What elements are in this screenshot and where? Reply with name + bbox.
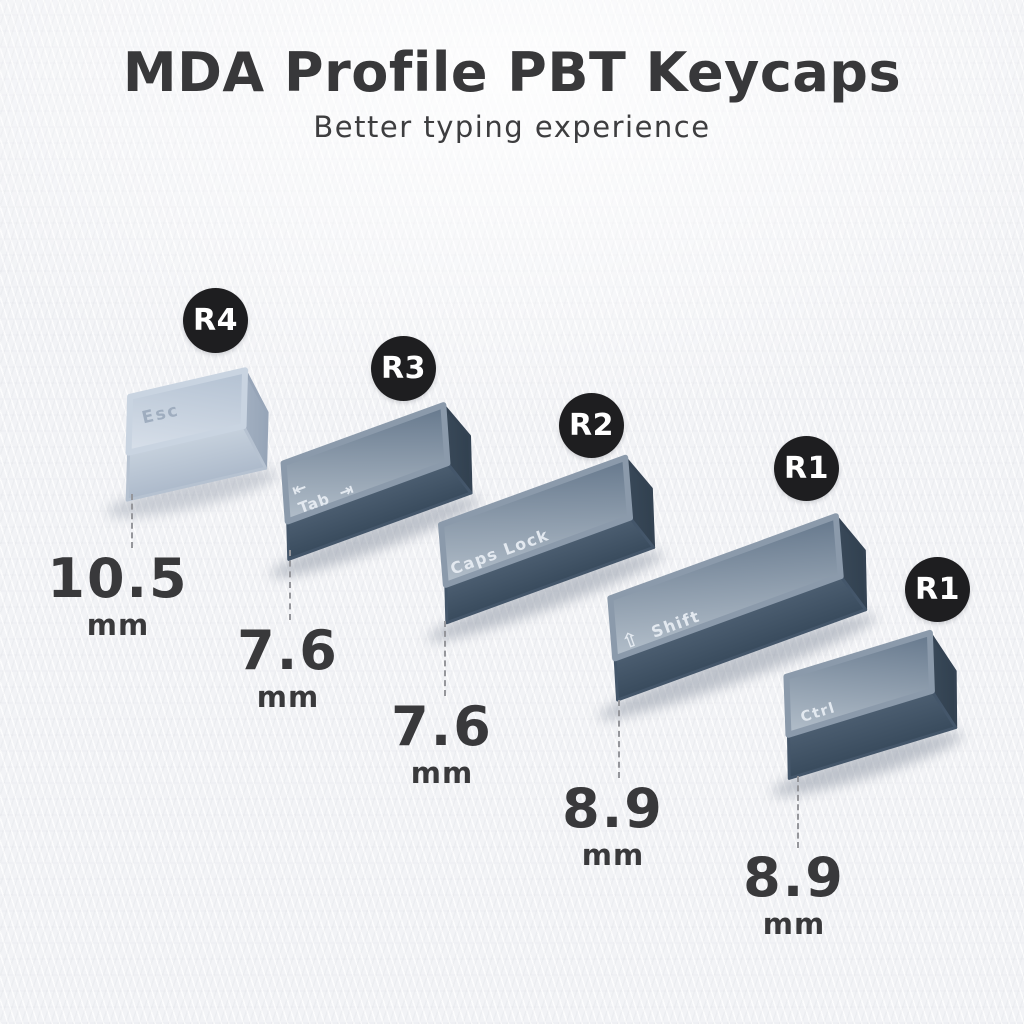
measurement-tab: 7.6 mm: [237, 624, 339, 712]
keycap-top-face: [438, 454, 634, 588]
profile-badge-r4: R4: [183, 288, 248, 353]
page-title: MDA Profile PBT Keycaps: [122, 41, 902, 104]
dimension-line-shift: [618, 700, 620, 778]
keycap-caps-lock: Caps Lock: [427, 454, 665, 642]
dimension-line-ctrl: [797, 776, 799, 848]
dimension-line-esc: [131, 494, 133, 548]
profile-badge-r2: R2: [559, 393, 624, 458]
keycap-tab: ⇤ Tab ⇥: [270, 402, 481, 578]
dimension-line-tab: [289, 550, 291, 620]
keycap-shadow: [427, 551, 665, 642]
profile-badge-r1-ctrl: R1: [905, 557, 970, 622]
measurement-unit: mm: [581, 838, 645, 872]
keycap-shadow: [771, 732, 964, 796]
keycap-top-face: [125, 367, 249, 456]
measurement-value: 7.6: [391, 695, 493, 758]
keycap-top-face: [280, 402, 451, 525]
measurement-unit: mm: [256, 680, 320, 714]
keycap-shadow: [270, 497, 481, 578]
measurement-shift: 8.9 mm: [562, 782, 664, 870]
measurement-value: 8.9: [743, 846, 845, 909]
measurement-value: 7.6: [237, 619, 339, 682]
measurement-esc: 10.5 mm: [47, 552, 188, 640]
measurement-caps-lock: 7.6 mm: [391, 700, 493, 788]
keycap-legend: ⇤ Tab ⇥: [289, 462, 357, 518]
dimension-line-caps-lock: [444, 621, 446, 696]
measurement-unit: mm: [86, 608, 150, 642]
measurement-unit: mm: [410, 756, 474, 790]
page-subtitle: Better typing experience: [313, 110, 711, 145]
measurement-value: 8.9: [562, 777, 664, 840]
keycap-top-face: [783, 629, 935, 738]
keycap-shift: ⇧ Shift: [598, 513, 877, 720]
measurement-value: 10.5: [47, 547, 189, 610]
keycap-top-face: [607, 513, 844, 662]
measurement-ctrl: 8.9 mm: [743, 851, 845, 939]
keycap-ctrl: Ctrl: [771, 629, 964, 796]
profile-badge-r1-shift: R1: [774, 436, 839, 501]
keycap-esc: Esc: [106, 367, 279, 518]
profile-badge-r3: R3: [371, 336, 436, 401]
header: MDA Profile PBT Keycaps Better typing ex…: [0, 41, 1024, 145]
measurement-unit: mm: [762, 907, 826, 941]
keycap-shadow: [106, 469, 279, 518]
keycap-shadow: [598, 614, 877, 720]
